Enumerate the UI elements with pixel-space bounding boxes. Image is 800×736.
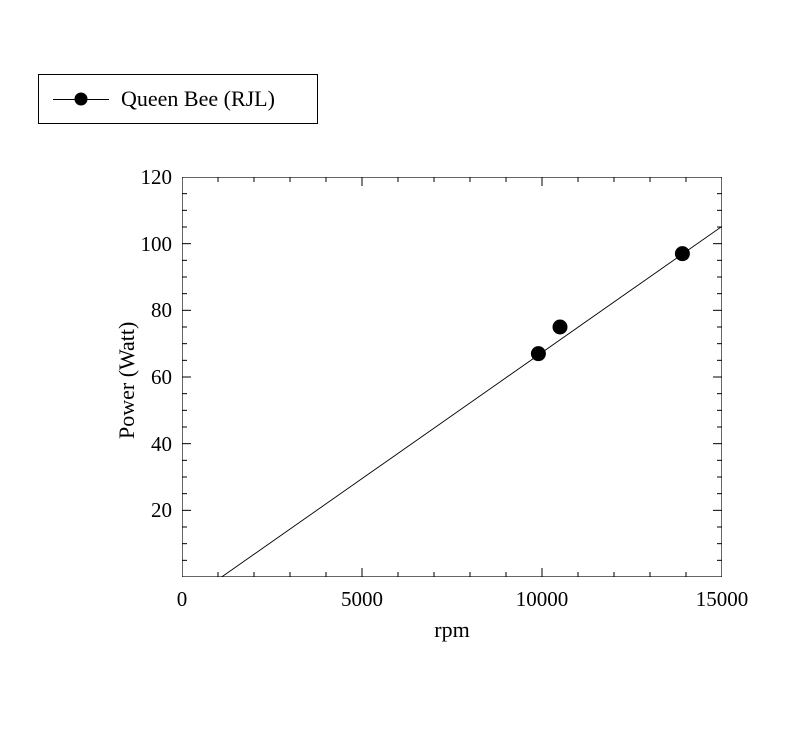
- x-tick-label: 5000: [322, 587, 402, 612]
- legend-line: [53, 99, 109, 100]
- x-tick-label: 0: [142, 587, 222, 612]
- x-tick-label: 10000: [502, 587, 582, 612]
- y-tick-label: 80: [132, 298, 172, 323]
- y-tick-label: 120: [132, 165, 172, 190]
- legend: Queen Bee (RJL): [38, 74, 318, 124]
- x-axis-label: rpm: [422, 617, 482, 643]
- legend-label: Queen Bee (RJL): [121, 86, 275, 112]
- circle-marker-icon: [75, 93, 88, 106]
- page-root: Queen Bee (RJL) Power (Watt) rpm 2040608…: [0, 0, 800, 736]
- x-tick-label: 15000: [682, 587, 762, 612]
- y-tick-label: 40: [132, 432, 172, 457]
- y-tick-label: 20: [132, 498, 172, 523]
- chart: [182, 177, 722, 577]
- y-tick-label: 60: [132, 365, 172, 390]
- chart-svg: [182, 177, 722, 577]
- y-tick-label: 100: [132, 232, 172, 257]
